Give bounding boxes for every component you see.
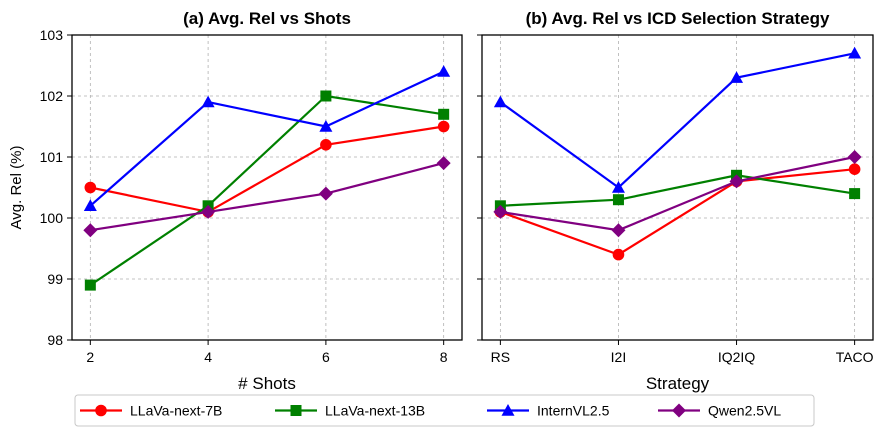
series-line [500,168,855,256]
series-line [500,174,855,207]
data-point [729,174,744,189]
data-point [438,108,450,120]
y-tick-label: 101 [40,149,64,165]
grid-a [72,34,462,341]
data-point [318,186,333,201]
legend-frame [74,394,815,427]
legend-marker [290,405,302,416]
chart-title: (a) Avg. Rel vs Shots [183,9,351,28]
x-tick-label: TACO [836,349,874,365]
data-point [319,120,333,132]
x-tick-label: 2 [86,349,94,365]
legend-label: LLaVa-next-7B [130,403,222,419]
series-a-2 [83,65,451,211]
legend-label: InternVL2.5 [537,403,610,419]
data-point [84,279,96,291]
data-point [320,139,332,151]
y-tick-label: 102 [40,88,64,104]
series-a-3 [83,156,451,238]
x-tick-label: I2I [611,349,627,365]
data-point [612,248,625,261]
data-point [611,223,626,238]
y-tick-label: 98 [47,332,63,348]
plot-frame [481,34,874,341]
series-line [89,94,444,287]
panel-a: 98 99 100 101 102 103 2 4 6 8 (a) Avg. Rel vs Shot… [8,9,463,393]
data-point [493,95,507,108]
plot-frame [71,34,463,341]
legend: LLaVa-next-7B LLaVa-next-13B InternVL2.5 Qw… [74,394,815,427]
x-tick-label: 4 [204,349,212,365]
series-line [90,162,444,232]
series-a-1 [84,90,450,291]
data-point [83,199,97,211]
data-point [493,204,508,219]
x-tick-label: 8 [440,349,448,365]
series-b-2 [493,46,862,193]
y-tick-label: 100 [40,210,64,226]
y-tick-label: 99 [47,271,63,287]
series-line [90,125,444,214]
data-point [437,65,451,77]
series-b-3 [493,150,862,238]
legend-marker [95,404,107,417]
series-line [499,52,855,189]
series-line [89,70,445,207]
data-point [849,188,861,200]
series-line [500,155,855,232]
data-point [730,71,744,83]
data-point [320,90,332,102]
data-point [437,120,450,133]
legend-marker [672,403,686,418]
legend-marker [501,404,515,416]
series-b-0 [494,163,861,261]
chart-title: (b) Avg. Rel vs ICD Selection Strategy [526,9,830,28]
data-point [847,150,862,164]
data-point [848,46,862,59]
x-axis-label: Strategy [646,374,710,393]
data-point [201,95,215,108]
legend-label: LLaVa-next-13B [325,403,425,419]
legend-label: Qwen2.5VL [708,403,781,419]
x-tick-label: RS [491,349,510,365]
x-tick-label: IQ2IQ [718,349,755,365]
x-tick-label: 6 [322,349,330,365]
x-axis-label: # Shots [238,374,296,393]
data-point [201,204,216,219]
data-point [848,163,861,175]
data-point [612,194,624,206]
panel-b: RS I2I IQ2IQ TACO (b) Avg. Rel vs ICD Select… [477,9,874,393]
data-point [611,181,625,193]
data-point [84,181,97,194]
data-point [436,156,451,171]
data-point [83,223,98,238]
y-axis-label: Avg. Rel (%) [8,146,25,230]
y-tick-label: 103 [40,27,64,43]
